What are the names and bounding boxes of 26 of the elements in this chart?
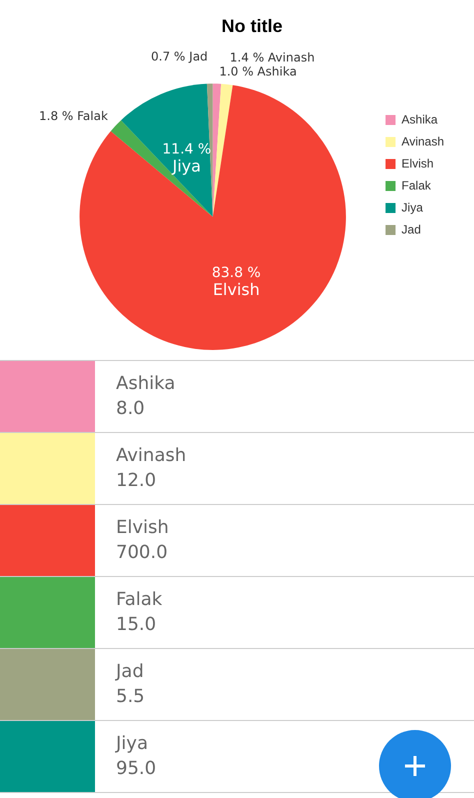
legend-label: Elvish (402, 156, 434, 170)
text: 700.0 (116, 542, 169, 563)
text: 1.4 % Avinash (230, 50, 315, 64)
legend-label: Jad (402, 222, 421, 236)
category-label: Ashika (116, 373, 176, 394)
text: 1.0 % Ashika (219, 64, 297, 79)
text: 95.0 (116, 758, 156, 779)
legend-label: Ashika (402, 112, 438, 126)
text: 12.0 (116, 470, 158, 491)
text: 15.0 (116, 614, 158, 635)
category-label: Avinash (116, 445, 186, 466)
category-label: Jad (116, 661, 144, 682)
legend-label: Falak (402, 178, 432, 192)
legend-label: Avinash (402, 134, 444, 148)
category-label: Falak (116, 589, 162, 610)
text: 0.7 % Jad (151, 50, 208, 64)
legend-label: Jiya (402, 200, 424, 214)
data-label: 83.8 % (212, 265, 261, 282)
text: 5.5 (116, 686, 145, 707)
text: 8.0 (116, 398, 146, 419)
category-label: Jiya (116, 733, 148, 754)
slice-label: Elvish (212, 280, 260, 300)
category-label: Elvish (116, 517, 169, 538)
chart-title: No title (222, 16, 282, 36)
text: 1.8 % Falak (39, 109, 108, 124)
slice-label: Jiya (172, 156, 201, 176)
